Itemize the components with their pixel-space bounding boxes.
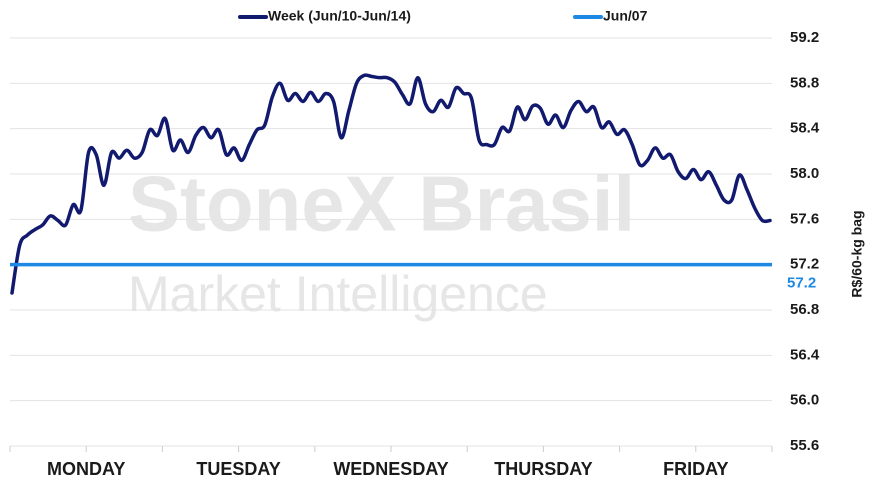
x-tick-label: THURSDAY <box>494 459 592 479</box>
y-tick-label: 56.4 <box>790 346 820 363</box>
y-tick-label: 58.4 <box>790 120 820 137</box>
y-tick-label: 58.8 <box>790 74 819 91</box>
y-axis-label: R$/60-kg bag <box>849 210 865 297</box>
reference-label: 57.2 <box>787 275 816 292</box>
y-tick-label: 57.6 <box>790 210 819 227</box>
legend-label: Week (Jun/10-Jun/14) <box>268 8 411 24</box>
watermark: Market Intelligence <box>128 266 548 322</box>
x-tick-label: WEDNESDAY <box>333 459 448 479</box>
legend-label: Jun/07 <box>603 8 648 24</box>
y-tick-label: 59.2 <box>790 29 819 46</box>
week-line <box>10 73 772 295</box>
x-tick-label: TUESDAY <box>196 459 280 479</box>
y-tick-label: 57.2 <box>790 256 819 273</box>
y-tick-label: 55.6 <box>790 437 819 454</box>
y-tick-label: 58.0 <box>790 165 819 182</box>
watermark: StoneX Brasil <box>128 160 635 248</box>
y-tick-label: 56.8 <box>790 301 819 318</box>
x-tick-label: FRIDAY <box>663 459 728 479</box>
y-tick-label: 56.0 <box>790 392 819 409</box>
x-tick-label: MONDAY <box>47 459 125 479</box>
